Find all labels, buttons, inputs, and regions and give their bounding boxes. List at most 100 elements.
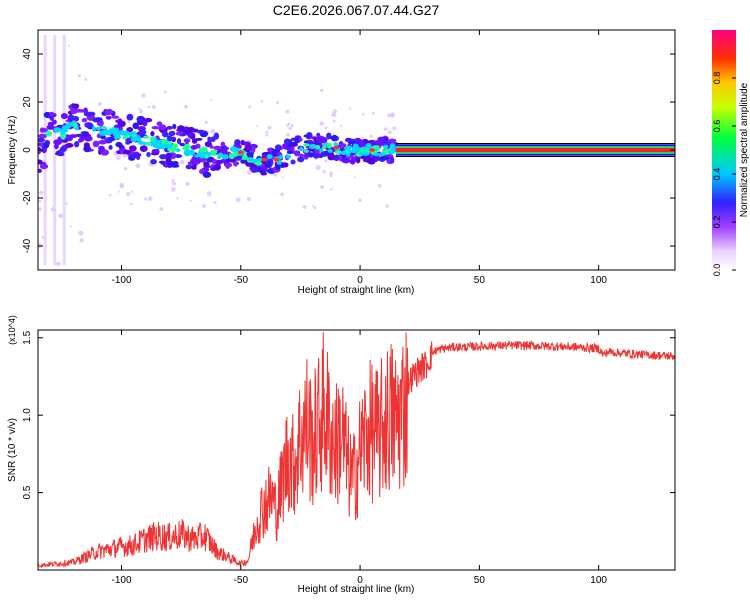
spectrogram-blob: [242, 147, 252, 153]
spectrogram-peak: [184, 148, 191, 155]
colorbar-tick-label: 0.4: [712, 168, 722, 181]
spectrogram-blob: [60, 112, 68, 120]
spectrogram-speckle: [202, 204, 207, 209]
spectrogram-peak: [319, 148, 324, 153]
spectrogram-panel: -100 -50 0 50 100 -40 -20 0 20 40 Height of stra…: [7, 29, 676, 296]
spectrogram-speckle: [171, 179, 175, 183]
spectrogram-blob: [209, 145, 214, 149]
spectrogram-blob: [60, 146, 68, 152]
spectrogram-blob: [319, 137, 327, 144]
spectrogram-speckle: [148, 162, 152, 166]
spectrogram-blob: [240, 139, 245, 146]
spectrogram-speckle: [265, 133, 269, 137]
spectrogram-blob: [166, 125, 173, 130]
spectrogram-blob: [105, 108, 114, 115]
snr-y-label: SNR (10 * v/v): [7, 418, 18, 482]
spectrogram-blob: [168, 130, 176, 137]
spectrogram-speckle: [256, 125, 259, 128]
spectrogram-peak: [199, 146, 207, 153]
spectrogram-blob: [304, 153, 309, 158]
spectrogram-blob: [123, 149, 131, 155]
spectrogram-blob: [84, 122, 94, 128]
spectrogram-blob: [194, 137, 203, 141]
spectrogram-blob: [196, 129, 206, 134]
spectrogram-speckle: [281, 176, 284, 179]
spectrogram-speckle: [276, 101, 279, 105]
spectrogram-blob: [290, 159, 296, 165]
spectrogram-speckle: [348, 107, 351, 110]
spectrogram-speckle: [324, 126, 328, 130]
spectrogram-blob: [150, 131, 155, 137]
snr-y-multiplier: (x10^4): [7, 315, 17, 345]
spectrogram-speckle: [117, 190, 120, 193]
spectrogram-blob: [49, 111, 54, 116]
spectrogram-speckle: [135, 163, 141, 169]
spectrogram-blob: [271, 148, 278, 154]
spectrogram-blob: [126, 113, 134, 121]
spectrogram-speckle: [127, 120, 131, 124]
spectrogram-blob: [298, 138, 303, 142]
colorbar-tick-label: 0.8: [712, 72, 722, 85]
y-tick-label: 20: [22, 96, 33, 108]
spectrogram-speckle: [97, 101, 102, 107]
spectrogram-speckle: [126, 192, 131, 197]
spectrogram-peak: [340, 151, 347, 156]
spectrogram-blob: [220, 158, 227, 164]
spectrogram-blob: [126, 126, 134, 133]
spectrogram-blob: [367, 157, 376, 164]
spectrogram-speckle: [353, 176, 356, 179]
snr-series-line: [38, 332, 675, 569]
spectrogram-blob: [380, 156, 390, 161]
x-tick-label: -100: [111, 575, 131, 586]
spectrogram-blob: [137, 121, 144, 126]
spectrogram-blob: [83, 142, 90, 149]
spectrogram-blob: [87, 111, 96, 117]
spectrogram-speckle: [213, 200, 217, 204]
spectrogram-speckle: [260, 100, 264, 103]
spectrogram-peak: [303, 149, 309, 153]
spectrogram-speckle: [58, 213, 63, 219]
spectrogram-blob: [39, 163, 49, 170]
spectrogram-blob: [111, 115, 120, 119]
spectrogram-peak: [326, 142, 332, 149]
chart-title: C2E6.2026.067.07.44.G27: [273, 2, 440, 18]
spectrogram-blob: [202, 171, 212, 178]
snr-panel: -100 -50 0 50 100 0.5 1.0 1.5 Height of straig…: [7, 315, 676, 595]
spectrogram-blob: [117, 120, 126, 128]
spectrogram-speckle: [171, 181, 177, 186]
spectrogram-blob: [150, 158, 157, 165]
spectrogram-blob: [251, 168, 260, 173]
spectrogram-blob: [274, 144, 282, 150]
colorbar-tick-label: 0.2: [712, 216, 722, 229]
y-tick-label: 40: [22, 48, 33, 60]
spectrogram-peak: [389, 143, 396, 149]
spectrogram-speckle: [184, 104, 189, 109]
spectrogram-peak: [248, 157, 253, 162]
spectrogram-peak: [276, 160, 282, 165]
spectrogram-blob: [225, 158, 230, 164]
spectrogram-blob: [39, 128, 49, 133]
spectrogram-blob: [38, 159, 43, 165]
spectrogram-blob: [331, 136, 337, 142]
spectrogram-speckle: [390, 112, 395, 117]
x-tick-label: -50: [234, 275, 249, 286]
spectrogram-speckle: [320, 185, 324, 189]
spectrogram-speckle: [377, 184, 382, 188]
spectrogram-speckle: [288, 126, 292, 131]
spectrogram-blob: [259, 170, 265, 174]
spectrogram-speckle: [319, 88, 324, 93]
spectrogram-peak: [144, 142, 152, 146]
spectrogram-blob: [146, 152, 151, 158]
spectrogram-blob: [224, 162, 233, 168]
spectrogram-speckle: [312, 205, 315, 208]
spectrogram-speckle: [39, 190, 44, 195]
spectrogram-speckle: [392, 126, 397, 131]
spectrogram-speckle: [210, 128, 216, 134]
spectrogram-blob: [92, 140, 100, 148]
colorbar-ticks: 0.0 0.2 0.4 0.6 0.8: [712, 72, 736, 276]
spectrogram-peak: [221, 154, 229, 160]
spectrogram-speckle: [164, 90, 167, 94]
spectrogram-blob: [233, 160, 238, 167]
spectrogram-peak: [350, 148, 358, 154]
